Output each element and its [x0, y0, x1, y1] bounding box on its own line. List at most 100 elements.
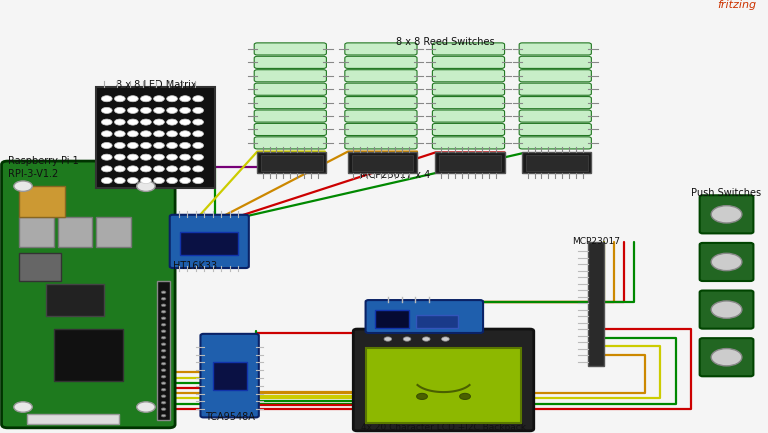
Circle shape: [711, 206, 742, 223]
Circle shape: [161, 310, 166, 313]
Bar: [257, 152, 326, 173]
Circle shape: [161, 395, 166, 397]
Bar: [157, 281, 170, 420]
FancyBboxPatch shape: [366, 300, 483, 333]
Circle shape: [161, 382, 166, 385]
Bar: [19, 186, 65, 216]
Circle shape: [161, 388, 166, 391]
Bar: [416, 315, 458, 328]
FancyBboxPatch shape: [700, 243, 753, 281]
Circle shape: [14, 181, 32, 191]
Text: MCP23017: MCP23017: [572, 237, 620, 246]
FancyBboxPatch shape: [432, 137, 505, 149]
Circle shape: [141, 131, 151, 137]
Bar: [58, 216, 92, 247]
Circle shape: [114, 142, 125, 149]
Circle shape: [101, 107, 112, 113]
Circle shape: [442, 337, 449, 341]
FancyBboxPatch shape: [200, 334, 259, 417]
Circle shape: [161, 362, 166, 365]
Circle shape: [114, 154, 125, 160]
Circle shape: [127, 166, 138, 172]
FancyBboxPatch shape: [345, 56, 417, 68]
FancyBboxPatch shape: [519, 123, 591, 136]
Circle shape: [711, 349, 742, 366]
FancyBboxPatch shape: [700, 291, 753, 329]
Circle shape: [127, 142, 138, 149]
Bar: [19, 253, 61, 281]
FancyBboxPatch shape: [345, 70, 417, 82]
Text: Raspberry Pi 1
RPI-3-V1.2: Raspberry Pi 1 RPI-3-V1.2: [8, 156, 78, 179]
Circle shape: [127, 178, 138, 184]
Circle shape: [114, 131, 125, 137]
Circle shape: [114, 107, 125, 113]
Circle shape: [180, 119, 190, 125]
Circle shape: [193, 142, 204, 149]
FancyBboxPatch shape: [519, 56, 591, 68]
Circle shape: [161, 414, 166, 417]
Circle shape: [161, 349, 166, 352]
Circle shape: [403, 337, 411, 341]
Text: HT16K33: HT16K33: [173, 262, 217, 271]
Bar: [526, 155, 588, 171]
Circle shape: [161, 369, 166, 372]
FancyBboxPatch shape: [700, 195, 753, 233]
FancyBboxPatch shape: [254, 137, 326, 149]
Circle shape: [167, 131, 177, 137]
FancyBboxPatch shape: [345, 97, 417, 109]
Circle shape: [154, 166, 164, 172]
Bar: [261, 155, 323, 171]
FancyBboxPatch shape: [254, 83, 326, 95]
FancyBboxPatch shape: [432, 56, 505, 68]
Circle shape: [127, 131, 138, 137]
Circle shape: [167, 166, 177, 172]
Bar: [27, 414, 119, 424]
Circle shape: [101, 119, 112, 125]
Circle shape: [384, 337, 392, 341]
Text: MCP23017 x 4: MCP23017 x 4: [360, 170, 431, 180]
Circle shape: [101, 166, 112, 172]
Circle shape: [114, 96, 125, 102]
FancyBboxPatch shape: [432, 83, 505, 95]
FancyBboxPatch shape: [432, 110, 505, 122]
Circle shape: [193, 119, 204, 125]
Circle shape: [161, 291, 166, 294]
FancyBboxPatch shape: [519, 83, 591, 95]
Circle shape: [167, 119, 177, 125]
FancyBboxPatch shape: [519, 70, 591, 82]
FancyBboxPatch shape: [254, 110, 326, 122]
FancyBboxPatch shape: [254, 43, 326, 55]
Circle shape: [161, 304, 166, 307]
FancyBboxPatch shape: [2, 161, 175, 428]
Circle shape: [101, 96, 112, 102]
Circle shape: [154, 178, 164, 184]
Circle shape: [141, 166, 151, 172]
Circle shape: [141, 107, 151, 113]
FancyBboxPatch shape: [254, 97, 326, 109]
Circle shape: [161, 356, 166, 359]
Circle shape: [167, 178, 177, 184]
Bar: [180, 232, 238, 255]
Circle shape: [167, 107, 177, 113]
FancyBboxPatch shape: [519, 110, 591, 122]
FancyBboxPatch shape: [345, 83, 417, 95]
FancyBboxPatch shape: [432, 43, 505, 55]
FancyBboxPatch shape: [170, 215, 249, 268]
FancyBboxPatch shape: [432, 97, 505, 109]
Circle shape: [154, 131, 164, 137]
FancyBboxPatch shape: [254, 123, 326, 136]
Circle shape: [161, 336, 166, 339]
Circle shape: [101, 142, 112, 149]
Circle shape: [161, 330, 166, 333]
Circle shape: [180, 166, 190, 172]
Circle shape: [141, 142, 151, 149]
Bar: [54, 329, 123, 381]
Circle shape: [101, 131, 112, 137]
Circle shape: [193, 166, 204, 172]
Bar: [366, 348, 521, 423]
FancyBboxPatch shape: [519, 43, 591, 55]
Bar: [213, 362, 247, 390]
FancyBboxPatch shape: [432, 123, 505, 136]
Circle shape: [193, 107, 204, 113]
Text: fritzing: fritzing: [717, 0, 756, 10]
